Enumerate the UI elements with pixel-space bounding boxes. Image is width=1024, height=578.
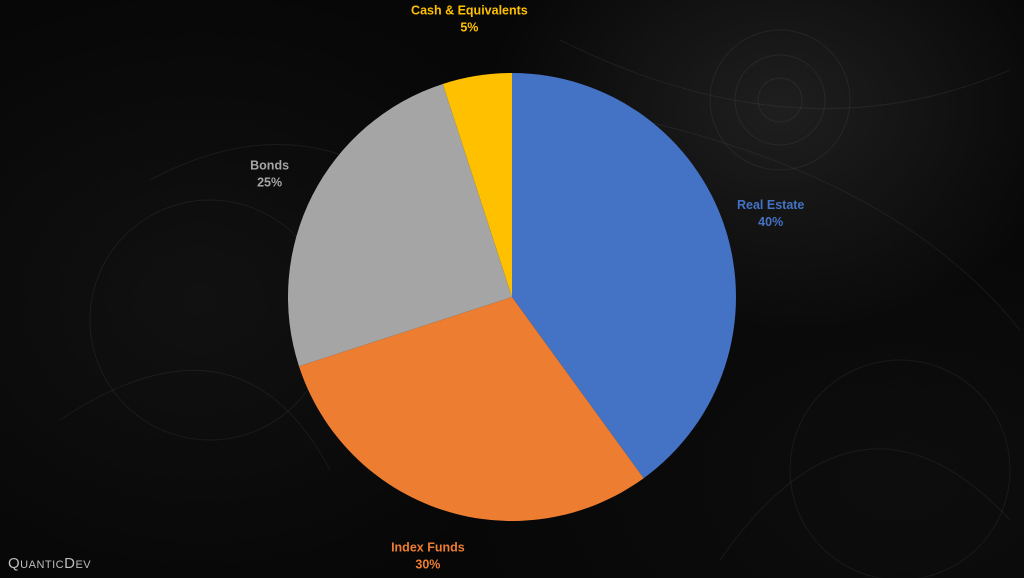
slice-category-real-estate: Real Estate [737, 198, 804, 212]
slice-label-bonds: Bonds 25% [250, 159, 289, 190]
slice-category-index-funds: Index Funds [391, 541, 465, 555]
brand-logo: QuanticDev [8, 555, 92, 572]
pie-slice-bonds [287, 83, 512, 367]
slice-label-cash-equivalents: Cash & Equivalents 5% [411, 3, 528, 34]
pie-slice-real-estate [512, 73, 736, 479]
slice-label-real-estate: Real Estate 40% [737, 198, 804, 229]
slice-label-index-funds: Index Funds 30% [391, 541, 465, 572]
slice-value-cash-equivalents: 5% [460, 20, 478, 34]
slice-value-bonds: 25% [257, 176, 282, 190]
pie-slice-index-funds [298, 297, 644, 521]
slice-category-cash-equivalents: Cash & Equivalents [411, 3, 528, 17]
slice-category-bonds: Bonds [250, 159, 289, 173]
slice-value-real-estate: 40% [758, 215, 783, 229]
slice-value-index-funds: 30% [415, 558, 440, 572]
pie-slice-cash-equivalents [442, 73, 512, 297]
